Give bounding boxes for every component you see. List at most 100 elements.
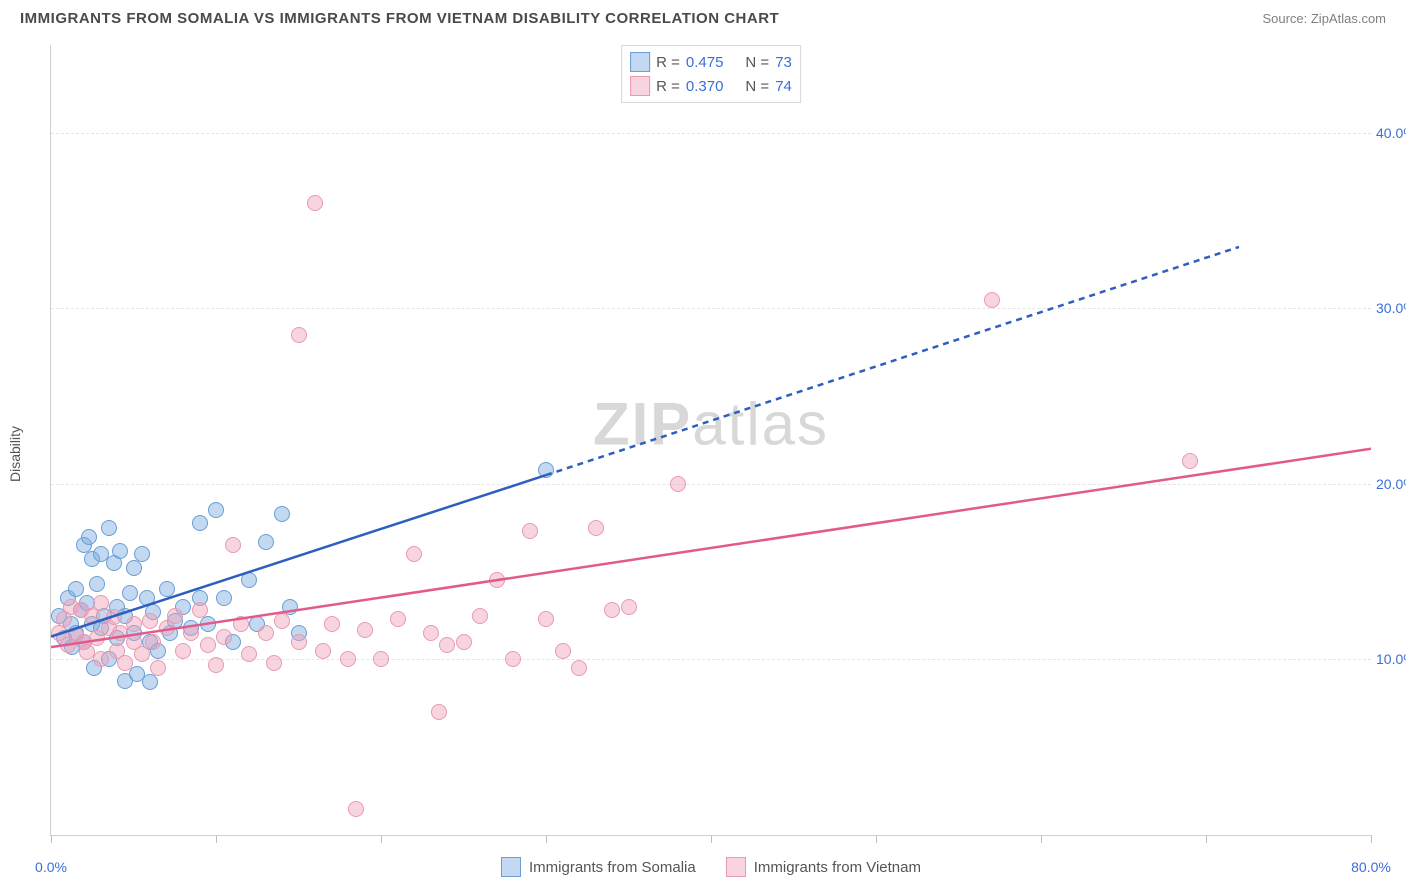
data-point — [101, 520, 117, 536]
correlation-legend: R = 0.475 N = 73 R = 0.370 N = 74 — [621, 45, 801, 103]
x-tick — [1371, 835, 1372, 843]
watermark: ZIPatlas — [593, 390, 829, 459]
data-point — [489, 572, 505, 588]
legend-row-somalia: R = 0.475 N = 73 — [630, 50, 792, 74]
data-point — [208, 657, 224, 673]
data-point — [93, 651, 109, 667]
data-point — [291, 634, 307, 650]
data-point — [192, 602, 208, 618]
y-tick-label: 10.0% — [1376, 651, 1406, 667]
data-point — [258, 534, 274, 550]
watermark-zip: ZIP — [593, 391, 692, 458]
data-point — [117, 655, 133, 671]
x-tick — [1206, 835, 1207, 843]
plot-area: ZIPatlas R = 0.475 N = 73 R = 0.370 N = … — [50, 45, 1371, 836]
data-point — [274, 506, 290, 522]
data-point — [522, 523, 538, 539]
data-point — [200, 616, 216, 632]
watermark-atlas: atlas — [692, 391, 829, 458]
data-point — [134, 646, 150, 662]
data-point — [225, 537, 241, 553]
header: IMMIGRANTS FROM SOMALIA VS IMMIGRANTS FR… — [0, 0, 1406, 32]
data-point — [192, 515, 208, 531]
y-tick-label: 40.0% — [1376, 125, 1406, 141]
data-point — [274, 613, 290, 629]
data-point — [307, 195, 323, 211]
n-value-vietnam: 74 — [775, 78, 792, 95]
data-point — [241, 646, 257, 662]
data-point — [216, 590, 232, 606]
data-point — [167, 608, 183, 624]
data-point — [357, 622, 373, 638]
gridline — [51, 484, 1371, 485]
x-tick — [711, 835, 712, 843]
data-point — [126, 616, 142, 632]
data-point — [348, 801, 364, 817]
n-label: N = — [745, 78, 769, 95]
data-point — [571, 660, 587, 676]
data-point — [340, 651, 356, 667]
x-tick — [876, 835, 877, 843]
legend-item-vietnam: Immigrants from Vietnam — [726, 857, 921, 877]
data-point — [145, 634, 161, 650]
data-point — [89, 576, 105, 592]
chart-container: IMMIGRANTS FROM SOMALIA VS IMMIGRANTS FR… — [0, 0, 1406, 892]
y-tick-label: 20.0% — [1376, 476, 1406, 492]
data-point — [1182, 453, 1198, 469]
series-label-somalia: Immigrants from Somalia — [529, 859, 696, 876]
x-tick — [1041, 835, 1042, 843]
data-point — [200, 637, 216, 653]
data-point — [538, 611, 554, 627]
x-tick — [216, 835, 217, 843]
r-label: R = — [656, 54, 680, 71]
swatch-pink — [630, 76, 650, 96]
data-point — [258, 625, 274, 641]
data-point — [588, 520, 604, 536]
n-label: N = — [745, 54, 769, 71]
data-point — [621, 599, 637, 615]
swatch-pink — [726, 857, 746, 877]
chart-title: IMMIGRANTS FROM SOMALIA VS IMMIGRANTS FR… — [20, 10, 779, 27]
data-point — [266, 655, 282, 671]
x-tick — [381, 835, 382, 843]
x-tick — [546, 835, 547, 843]
y-tick-label: 30.0% — [1376, 300, 1406, 316]
data-point — [93, 595, 109, 611]
data-point — [150, 660, 166, 676]
data-point — [538, 462, 554, 478]
data-point — [324, 616, 340, 632]
data-point — [241, 572, 257, 588]
swatch-blue — [501, 857, 521, 877]
legend-row-vietnam: R = 0.370 N = 74 — [630, 74, 792, 98]
y-axis-label: Disability — [7, 426, 23, 482]
n-value-somalia: 73 — [775, 54, 792, 71]
swatch-blue — [630, 52, 650, 72]
data-point — [670, 476, 686, 492]
data-point — [106, 609, 122, 625]
data-point — [126, 560, 142, 576]
data-point — [208, 502, 224, 518]
data-point — [472, 608, 488, 624]
data-point — [431, 704, 447, 720]
gridline — [51, 308, 1371, 309]
data-point — [134, 546, 150, 562]
data-point — [81, 529, 97, 545]
source-label: Source: ZipAtlas.com — [1262, 11, 1386, 26]
data-point — [112, 543, 128, 559]
series-legend: Immigrants from Somalia Immigrants from … — [501, 857, 921, 877]
data-point — [183, 625, 199, 641]
r-label: R = — [656, 78, 680, 95]
data-point — [390, 611, 406, 627]
series-label-vietnam: Immigrants from Vietnam — [754, 859, 921, 876]
r-value-somalia: 0.475 — [686, 54, 724, 71]
data-point — [122, 585, 138, 601]
data-point — [233, 616, 249, 632]
legend-item-somalia: Immigrants from Somalia — [501, 857, 696, 877]
data-point — [406, 546, 422, 562]
x-tick-label: 0.0% — [35, 859, 67, 875]
data-point — [439, 637, 455, 653]
data-point — [423, 625, 439, 641]
data-point — [984, 292, 1000, 308]
data-point — [68, 581, 84, 597]
r-value-vietnam: 0.370 — [686, 78, 724, 95]
